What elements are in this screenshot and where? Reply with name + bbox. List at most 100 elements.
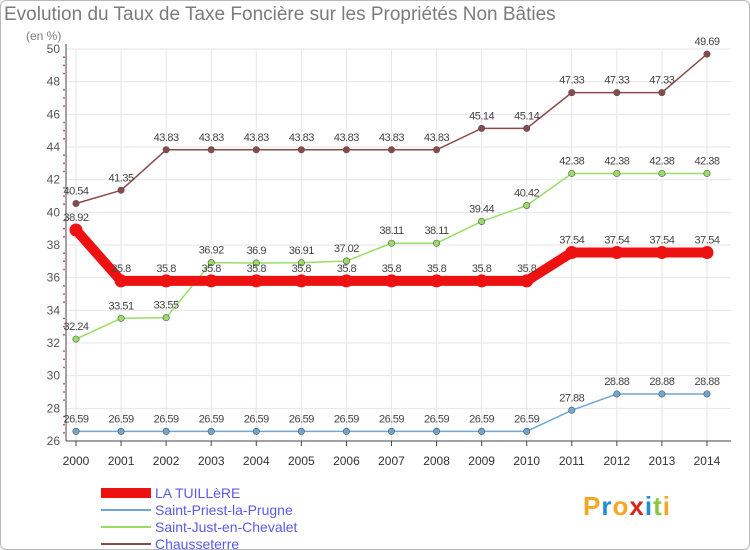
data-label-chausseterre-2001: 41.35 (109, 172, 134, 184)
y-minor-tick (63, 358, 65, 361)
data-label-chausseterre-2008: 43.83 (424, 132, 449, 144)
y-minor-tick (63, 195, 65, 197)
data-point-saint-priest-la-prugne-2009 (478, 427, 486, 435)
x-tick-label-2011: 2011 (559, 454, 585, 468)
x-tick-label-2010: 2010 (513, 454, 540, 468)
y-tick-label-30: 30 (47, 369, 61, 383)
x-tick-label-2005: 2005 (288, 454, 315, 468)
data-label-saint-priest-la-prugne-2014: 28.88 (694, 376, 719, 388)
data-point-saint-priest-la-prugne-2006 (342, 427, 350, 435)
y-minor-tick (63, 317, 65, 320)
data-label-chausseterre-2003: 43.83 (199, 132, 224, 144)
y-minor-tick (63, 235, 65, 238)
data-point-chausseterre-2004 (252, 146, 260, 154)
y-minor-tick (63, 293, 65, 295)
y-minor-tick (63, 350, 65, 353)
data-label-saint-just-en-chevalet-2005: 36.91 (289, 245, 314, 257)
data-point-saint-priest-la-prugne-2007 (387, 427, 395, 435)
data-label-chausseterre-2011: 47.33 (559, 75, 584, 87)
data-label-la-tuille-re-2002: 35.8 (156, 263, 176, 275)
data-label-la-tuille-re-2014: 37.54 (694, 235, 719, 247)
data-point-la-tuille-re-2010 (520, 274, 534, 288)
data-point-la-tuille-re-2000 (69, 223, 83, 237)
y-minor-tick (63, 391, 65, 393)
data-point-saint-just-en-chevalet-2000 (72, 335, 80, 343)
x-tick-label-2007: 2007 (378, 454, 405, 468)
data-label-chausseterre-2013: 47.33 (649, 75, 674, 87)
y-tick-label-44: 44 (47, 140, 61, 154)
x-tick-label-2012: 2012 (603, 454, 630, 468)
data-point-la-tuille-re-2011 (565, 246, 579, 260)
y-minor-tick (63, 129, 65, 132)
y-tick-label-34: 34 (47, 303, 61, 317)
data-point-saint-just-en-chevalet-2007 (387, 239, 395, 247)
data-label-saint-priest-la-prugne-2005: 26.59 (289, 413, 314, 425)
y-minor-tick (63, 56, 65, 59)
data-label-chausseterre-2006: 43.83 (334, 132, 359, 144)
y-tick-label-26: 26 (47, 434, 61, 448)
data-point-saint-just-en-chevalet-2009 (478, 217, 486, 225)
data-point-saint-just-en-chevalet-2003 (207, 259, 215, 267)
data-label-la-tuille-re-2013: 37.54 (649, 235, 674, 247)
data-point-chausseterre-2005 (297, 146, 305, 154)
y-minor-tick (63, 252, 65, 255)
data-label-saint-priest-la-prugne-2011: 27.88 (559, 392, 584, 404)
data-label-chausseterre-2002: 43.83 (154, 132, 179, 144)
y-minor-tick (63, 121, 65, 124)
data-point-saint-just-en-chevalet-2004 (252, 259, 260, 267)
data-point-la-tuille-re-2006 (339, 274, 353, 288)
data-point-chausseterre-2009 (478, 124, 486, 132)
data-label-saint-priest-la-prugne-2008: 26.59 (424, 413, 449, 425)
y-tick-label-32: 32 (47, 336, 61, 350)
y-tick-label-48: 48 (47, 75, 61, 89)
data-label-saint-priest-la-prugne-2002: 26.59 (154, 413, 179, 425)
proxiti-logo: Proxiti (583, 491, 671, 522)
data-label-la-tuille-re-2006: 35.8 (337, 263, 357, 275)
y-tick-label-28: 28 (47, 401, 61, 415)
y-minor-tick (63, 301, 65, 304)
chart-title: Evolution du Taux de Taxe Foncière sur l… (4, 4, 556, 25)
data-label-saint-just-en-chevalet-2008: 38.11 (424, 225, 449, 237)
data-point-saint-priest-la-prugne-2002 (162, 427, 170, 435)
y-minor-tick (63, 203, 65, 206)
data-point-saint-priest-la-prugne-2000 (72, 427, 80, 435)
x-tick-label-2006: 2006 (333, 454, 360, 468)
data-label-saint-priest-la-prugne-2009: 26.59 (469, 413, 494, 425)
x-tick-label-2003: 2003 (198, 454, 225, 468)
y-tick-label-46: 46 (47, 107, 61, 121)
data-point-chausseterre-2011 (568, 89, 576, 97)
logo-letter: i (644, 491, 654, 521)
y-minor-tick (63, 170, 65, 173)
y-tick-label-38: 38 (47, 238, 61, 252)
y-minor-tick (63, 431, 65, 434)
data-label-la-tuille-re-2004: 35.8 (247, 263, 267, 275)
data-label-saint-just-en-chevalet-2009: 39.44 (469, 203, 494, 215)
y-minor-tick (63, 399, 65, 402)
data-label-saint-just-en-chevalet-2013: 42.38 (649, 155, 674, 167)
data-label-saint-priest-la-prugne-2013: 28.88 (649, 376, 674, 388)
legend-label: Saint-Just-en-Chevalet (155, 519, 298, 535)
data-point-saint-priest-la-prugne-2001 (117, 427, 125, 435)
data-label-saint-priest-la-prugne-2007: 26.59 (379, 413, 404, 425)
y-minor-tick (63, 284, 65, 287)
logo-letter: o (612, 491, 630, 521)
y-minor-tick (63, 97, 65, 99)
y-minor-tick (63, 423, 65, 426)
data-point-saint-just-en-chevalet-2010 (523, 201, 531, 209)
x-tick-label-2013: 2013 (649, 454, 676, 468)
x-tick-label-2001: 2001 (108, 454, 135, 468)
data-label-la-tuille-re-2012: 37.54 (604, 235, 629, 247)
data-label-chausseterre-2012: 47.33 (604, 75, 629, 87)
data-label-la-tuille-re-2010: 35.8 (517, 263, 537, 275)
data-label-saint-just-en-chevalet-2007: 38.11 (379, 225, 404, 237)
x-tick-label-2002: 2002 (153, 454, 180, 468)
y-minor-tick (63, 154, 65, 157)
y-tick-label-42: 42 (47, 173, 61, 187)
data-label-la-tuille-re-2009: 35.8 (472, 263, 492, 275)
data-label-chausseterre-2009: 45.14 (469, 110, 494, 122)
data-point-chausseterre-2006 (342, 146, 350, 154)
data-point-chausseterre-2003 (207, 146, 215, 154)
legend-swatch (101, 509, 151, 511)
data-point-chausseterre-2000 (72, 200, 80, 208)
